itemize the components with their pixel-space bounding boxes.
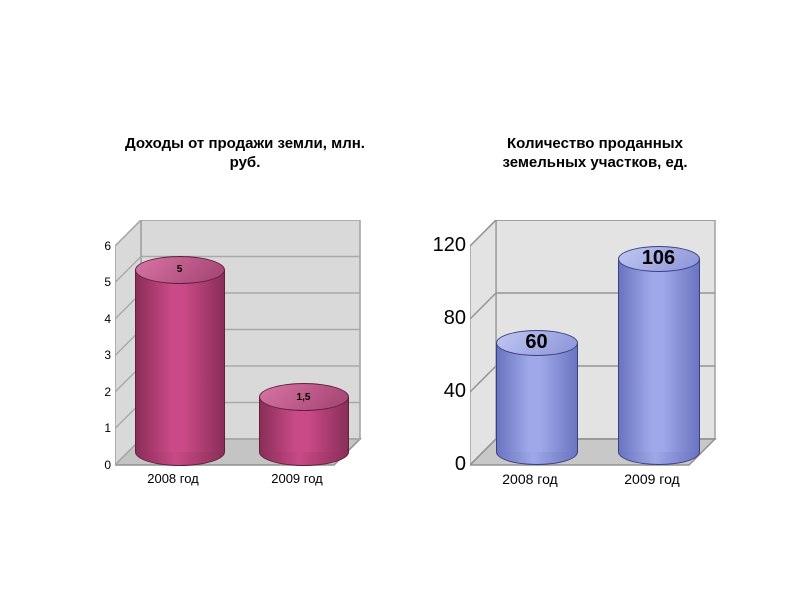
right-chart-ytick: 120 <box>418 234 466 257</box>
right-chart: Количество проданных земельных участков,… <box>0 0 800 600</box>
right-chart-title: Количество проданных земельных участков,… <box>470 135 720 173</box>
right-chart-xtick: 2008 год <box>469 471 591 487</box>
right-chart-bar: 60 <box>496 330 578 466</box>
right-chart-bar: 106 <box>618 246 700 465</box>
right-chart-ytick: 0 <box>418 453 466 476</box>
right-chart-xtick: 2009 год <box>591 471 713 487</box>
right-chart-ytick: 40 <box>418 380 466 403</box>
right-chart-bar-value: 106 <box>618 247 700 270</box>
stage: { "left_chart": { "type": "3d-cylinder-b… <box>0 0 800 600</box>
right-chart-ytick: 80 <box>418 307 466 330</box>
right-chart-bar-value: 60 <box>496 331 578 354</box>
